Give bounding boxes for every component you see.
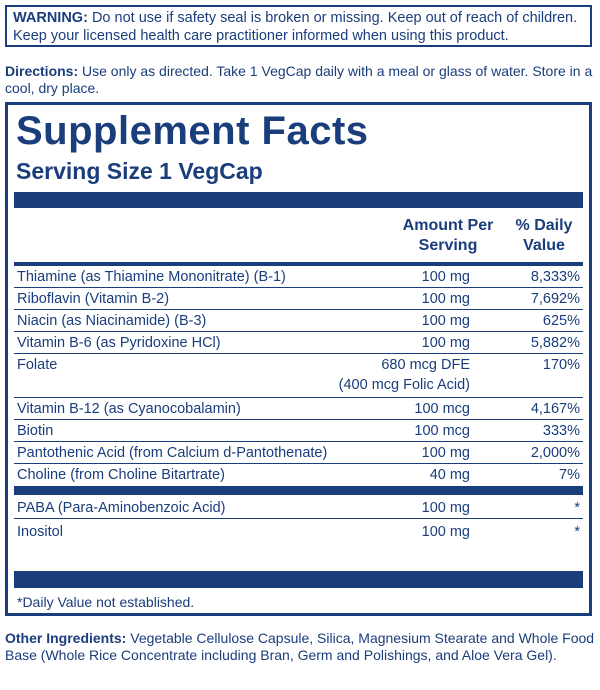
table-row: Folate 680 mcg DFE (400 mcg Folic Acid) …	[14, 354, 583, 398]
nutrient-name: PABA (Para-Aminobenzoic Acid)	[17, 500, 226, 516]
nutrient-amount-detail: (400 mcg Folic Acid)	[338, 377, 470, 393]
nutrient-amount: 100 mg	[421, 269, 470, 285]
nutrient-name: Pantothenic Acid (from Calcium d-Pantoth…	[17, 445, 328, 461]
nutrient-amount: 40 mg	[429, 467, 470, 483]
other-ingredients-label: Other Ingredients:	[5, 630, 127, 646]
nutrient-amount: 100 mcg	[414, 423, 470, 439]
column-header-amount-line2: Serving	[418, 237, 478, 254]
other-ingredients: Other Ingredients: Vegetable Cellulose C…	[5, 630, 595, 664]
column-header-amount-line1: Amount Per	[402, 217, 494, 234]
nutrient-amount: 100 mg	[421, 291, 470, 307]
nutrient-daily-value: *	[574, 524, 580, 540]
table-row: PABA (Para-Aminobenzoic Acid) 100 mg *	[14, 495, 583, 519]
warning-box: WARNING: Do not use if safety seal is br…	[5, 5, 592, 47]
nutrient-name: Niacin (as Niacinamide) (B-3)	[17, 313, 207, 329]
directions: Directions: Use only as directed. Take 1…	[5, 63, 595, 97]
supplement-facts-panel: Supplement Facts Serving Size 1 VegCap A…	[5, 102, 592, 616]
nutrient-name: Choline (from Choline Bitartrate)	[17, 467, 225, 483]
warning-label: WARNING:	[13, 10, 88, 26]
nutrient-amount: 100 mg	[421, 335, 470, 351]
table-row: Niacin (as Niacinamide) (B-3) 100 mg 625…	[14, 310, 583, 332]
table-row: Vitamin B-6 (as Pyridoxine HCl) 100 mg 5…	[14, 332, 583, 354]
nutrient-name: Inositol	[17, 524, 63, 540]
nutrient-daily-value: 170%	[542, 357, 580, 373]
nutrient-daily-value: 625%	[542, 313, 580, 329]
table-row: Pantothenic Acid (from Calcium d-Pantoth…	[14, 442, 583, 464]
nutrient-daily-value: 333%	[542, 423, 580, 439]
table-row: Riboflavin (Vitamin B-2) 100 mg 7,692%	[14, 288, 583, 310]
table-row: Choline (from Choline Bitartrate) 40 mg …	[14, 464, 583, 486]
top-bar-divider	[14, 192, 583, 208]
directions-label: Directions:	[5, 63, 79, 79]
column-header-amount: Amount Per Serving	[396, 216, 500, 256]
footnote: *Daily Value not established.	[17, 594, 195, 610]
table-row: Thiamine (as Thiamine Mononitrate) (B-1)…	[14, 266, 583, 288]
nutrient-name: Riboflavin (Vitamin B-2)	[17, 291, 170, 307]
nutrient-name: Vitamin B-12 (as Cyanocobalamin)	[17, 401, 241, 417]
table-row: Biotin 100 mcg 333%	[14, 420, 583, 442]
nutrient-amount: 100 mg	[421, 313, 470, 329]
nutrient-daily-value: 8,333%	[530, 269, 580, 285]
middle-bar-divider	[14, 486, 583, 495]
nutrient-amount: 680 mcg DFE	[381, 357, 470, 373]
nutrient-daily-value: *	[574, 500, 580, 516]
directions-text: Use only as directed. Take 1 VegCap dail…	[5, 63, 593, 96]
nutrient-amount: 100 mg	[421, 524, 470, 540]
table-row: Inositol 100 mg *	[14, 519, 583, 543]
table-row: Vitamin B-12 (as Cyanocobalamin) 100 mcg…	[14, 398, 583, 420]
nutrient-daily-value: 2,000%	[530, 445, 580, 461]
nutrient-daily-value: 4,167%	[530, 401, 580, 417]
nutrient-daily-value: 7,692%	[530, 291, 580, 307]
nutrient-amount: 100 mg	[421, 445, 470, 461]
facts-title: Supplement Facts	[16, 109, 369, 153]
warning-text: Do not use if safety seal is broken or m…	[13, 10, 578, 44]
bottom-bar-divider	[14, 571, 583, 588]
nutrient-amount: 100 mcg	[414, 401, 470, 417]
serving-size: Serving Size 1 VegCap	[16, 158, 263, 184]
column-header-daily-value: % Daily Value	[504, 216, 584, 256]
nutrient-name: Vitamin B-6 (as Pyridoxine HCl)	[17, 335, 221, 351]
header-rule	[14, 262, 583, 266]
nutrient-name: Thiamine (as Thiamine Mononitrate) (B-1)	[17, 269, 286, 285]
nutrient-daily-value: 7%	[559, 467, 580, 483]
nutrient-name: Folate	[17, 357, 58, 373]
nutrient-daily-value: 5,882%	[530, 335, 580, 351]
nutrient-name: Biotin	[17, 423, 54, 439]
column-header-dv-line2: Value	[523, 237, 565, 254]
other-ingredients-text: Vegetable Cellulose Capsule, Silica, Mag…	[5, 630, 595, 663]
column-header-dv-line1: % Daily	[515, 217, 573, 234]
nutrient-amount: 100 mg	[421, 500, 470, 516]
